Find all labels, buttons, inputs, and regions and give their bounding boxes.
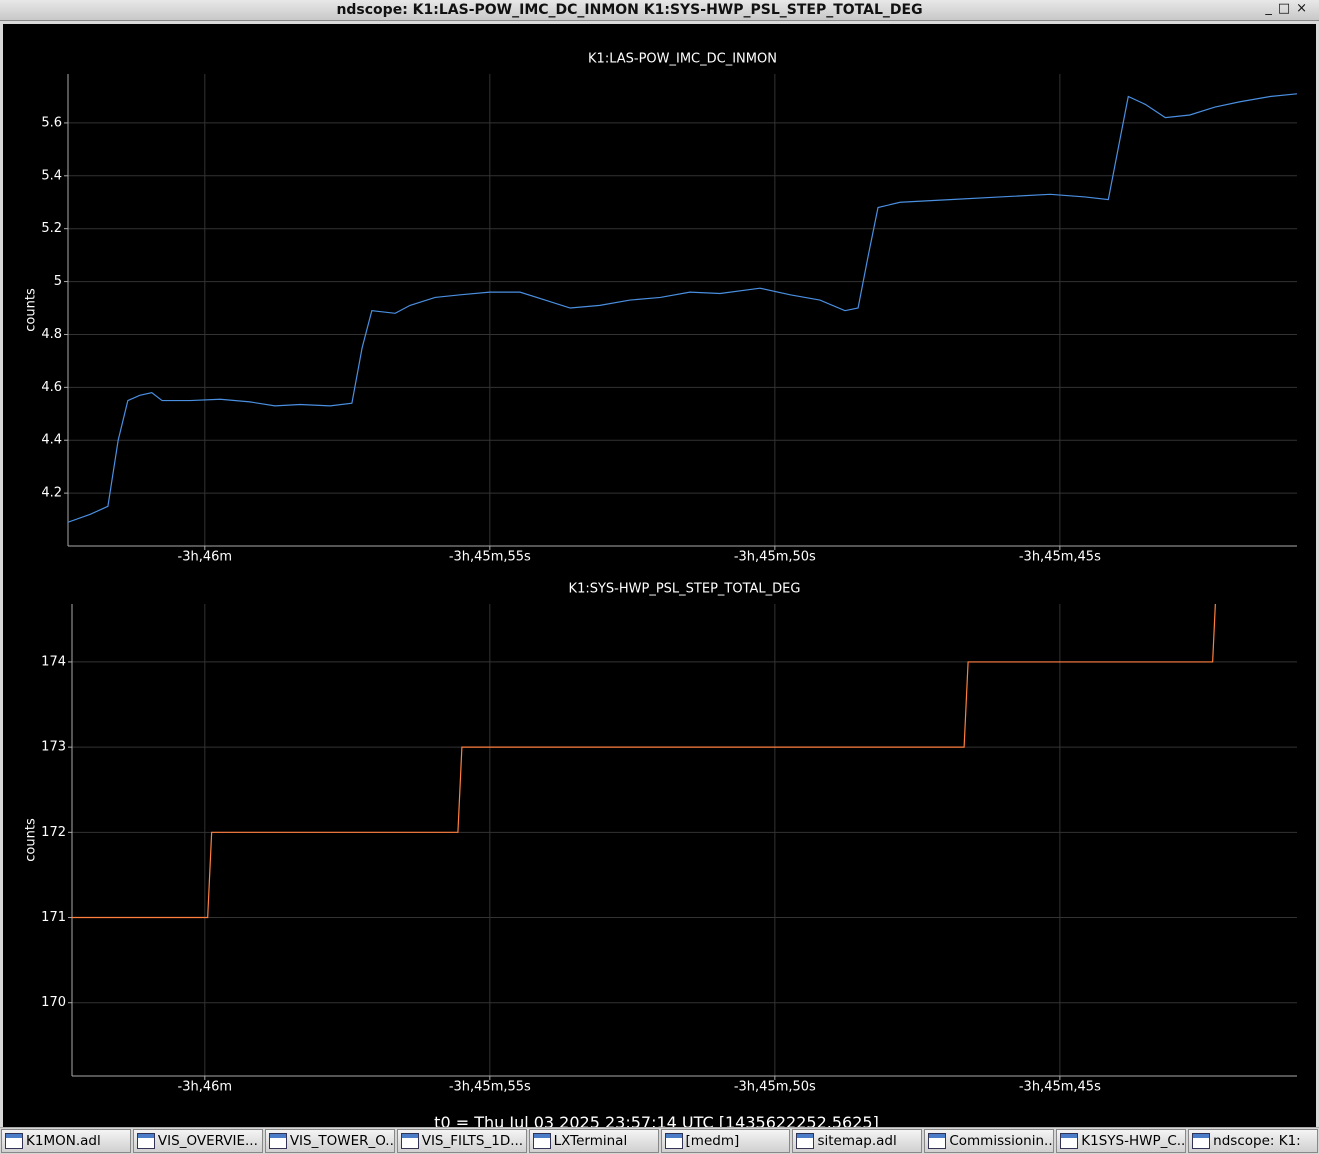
task-button[interactable]: ndscope: K1:	[1188, 1129, 1319, 1153]
task-label: Commissionin...	[949, 1133, 1055, 1149]
task-button[interactable]: VIS_TOWER_O...	[264, 1129, 395, 1153]
task-button[interactable]: VIS_FILTS_1D...	[396, 1129, 527, 1153]
y-tick-label: 4.4	[41, 433, 62, 448]
y-tick-label: 172	[41, 825, 66, 840]
icon	[400, 1133, 419, 1149]
chart-title: K1:SYS-HWP_PSL_STEP_TOTAL_DEG	[569, 582, 801, 597]
y-tick-label: 4.8	[41, 327, 62, 342]
background	[3, 24, 1316, 1127]
y-tick-label: 5.4	[41, 168, 62, 183]
task-label: VIS_OVERVIE...	[157, 1133, 258, 1149]
x-tick-label: -3h,46m	[178, 1080, 233, 1095]
task-label: VIS_TOWER_O...	[289, 1133, 395, 1149]
icon	[136, 1133, 155, 1149]
y-tick-label: 173	[41, 740, 66, 755]
x-tick-label: -3h,45m,55s	[449, 1080, 531, 1095]
task-button[interactable]: VIS_OVERVIE...	[132, 1129, 263, 1153]
icon	[664, 1133, 683, 1149]
title-bar: ndscope: K1:LAS-POW_IMC_DC_INMON K1:SYS-…	[0, 0, 1319, 21]
y-tick-label: 170	[41, 995, 66, 1010]
y-tick-label: 4.6	[41, 380, 62, 395]
icon	[1060, 1133, 1079, 1149]
x-tick-label: -3h,46m	[178, 550, 233, 565]
icon	[5, 1133, 23, 1149]
task-label: K1MON.adl	[26, 1133, 101, 1149]
x-tick-label: -3h,45m,55s	[449, 550, 531, 565]
task-button[interactable]: Commissionin...	[924, 1129, 1055, 1153]
task-label: K1SYS-HWP_C...	[1081, 1133, 1187, 1149]
window-title: ndscope: K1:LAS-POW_IMC_DC_INMON K1:SYS-…	[336, 2, 923, 18]
task-button[interactable]: sitemap.adl	[792, 1129, 923, 1153]
task-label: LXTerminal	[553, 1133, 628, 1149]
task-button[interactable]: LXTerminal	[528, 1129, 659, 1153]
y-tick-label: 5.2	[41, 221, 62, 236]
y-axis-label: counts	[24, 288, 39, 332]
x-tick-label: -3h,45m,45s	[1019, 1080, 1101, 1095]
data-line	[68, 93, 1297, 523]
icon	[532, 1133, 551, 1149]
task-label: ndscope: K1:	[1213, 1133, 1301, 1149]
task-button[interactable]: K1SYS-HWP_C...	[1056, 1129, 1187, 1153]
x-tick-label: -3h,45m,45s	[1019, 550, 1101, 565]
x-tick-label: -3h,45m,50s	[734, 1080, 816, 1095]
y-tick-label: 4.2	[41, 486, 62, 501]
y-tick-label: 5.6	[41, 115, 62, 130]
icon	[796, 1133, 815, 1149]
task-label: VIS_FILTS_1D...	[421, 1133, 524, 1149]
data-line	[72, 604, 1216, 919]
task-label: sitemap.adl	[817, 1133, 897, 1149]
y-tick-label: 5	[54, 274, 62, 289]
icon	[1192, 1133, 1211, 1149]
y-axis-label: counts	[24, 818, 39, 862]
chart-title: K1:LAS-POW_IMC_DC_INMON	[588, 52, 777, 67]
icon	[268, 1133, 287, 1149]
task-label: [medm]	[685, 1133, 740, 1149]
task-button[interactable]: [medm]	[660, 1129, 791, 1153]
y-tick-label: 174	[41, 654, 66, 669]
task-button[interactable]: K1MON.adl	[1, 1129, 131, 1153]
window-controls[interactable]: _□×	[1265, 1, 1313, 16]
y-tick-label: 171	[41, 910, 66, 925]
icon	[928, 1133, 947, 1149]
taskbar: K1MON.adl VIS_OVERVIE... VIS_TOWER_O... VIS…	[0, 1127, 1319, 1154]
x-tick-label: -3h,45m,50s	[734, 550, 816, 565]
